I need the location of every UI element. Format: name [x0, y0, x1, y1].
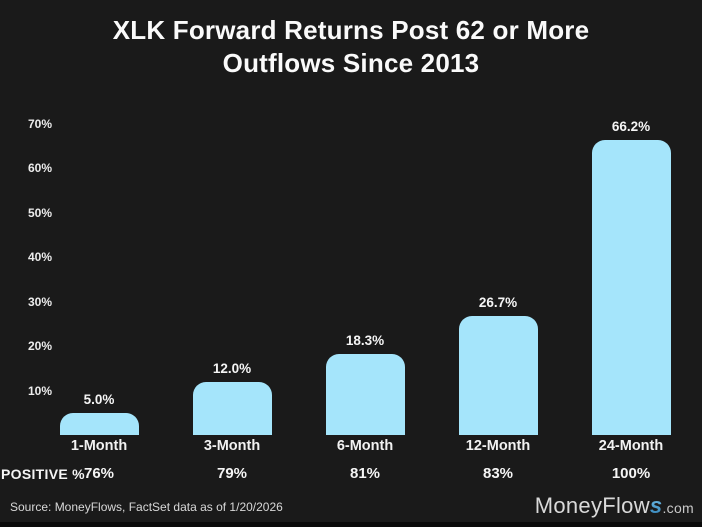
y-axis-tick-label: 20% [27, 339, 52, 353]
x-axis-category-label: 1-Month [70, 438, 128, 454]
y-axis-tick-label: 10% [27, 383, 52, 398]
x-axis-category-label: 24-Month [598, 438, 664, 454]
positive-percent-row-label: POSITIVE % [1, 466, 85, 482]
brand-logo-s-icon: s [649, 493, 663, 518]
brand-logo-prefix: MoneyFlow [534, 493, 650, 518]
bottom-edge-strip [0, 522, 702, 527]
bar-12-month [458, 316, 538, 435]
y-axis-tick-label: 50% [27, 205, 52, 220]
positive-percent-value: 79% [216, 465, 248, 482]
brand-logo-suffix: .com [662, 500, 694, 516]
chart-title: XLK Forward Returns Post 62 or More Outfl… [0, 14, 702, 80]
bar-value-label: 66.2% [611, 119, 651, 134]
bar-value-label: 26.7% [478, 295, 518, 310]
chart-title-line-1: XLK Forward Returns Post 62 or More [112, 15, 590, 45]
positive-percent-value: 83% [482, 465, 514, 482]
y-axis-tick-label: 60% [27, 161, 52, 175]
positive-percent-value: 81% [349, 465, 381, 482]
bar-3-month [192, 382, 272, 435]
bar-6-month [325, 354, 405, 435]
bar-value-label: 18.3% [345, 333, 385, 348]
y-axis-tick-label: 30% [27, 294, 52, 309]
x-axis-category-label: 6-Month [336, 438, 394, 454]
x-axis-category-label: 12-Month [465, 438, 531, 454]
bar-24-month [591, 140, 671, 435]
source-note: Source: MoneyFlows, FactSet data as of 1… [10, 500, 283, 514]
brand-logo: MoneyFlows.com [535, 493, 694, 519]
bar-value-label: 12.0% [212, 361, 252, 376]
bar-1-month [59, 413, 139, 435]
positive-percent-value: 76% [83, 465, 115, 482]
y-axis-tick-label: 70% [27, 116, 52, 131]
chart-title-line-2: Outflows Since 2013 [222, 48, 480, 78]
x-axis-category-label: 3-Month [203, 438, 261, 454]
y-axis-tick-label: 40% [27, 250, 52, 264]
bar-value-label: 5.0% [83, 392, 115, 407]
positive-percent-value: 100% [611, 465, 651, 482]
